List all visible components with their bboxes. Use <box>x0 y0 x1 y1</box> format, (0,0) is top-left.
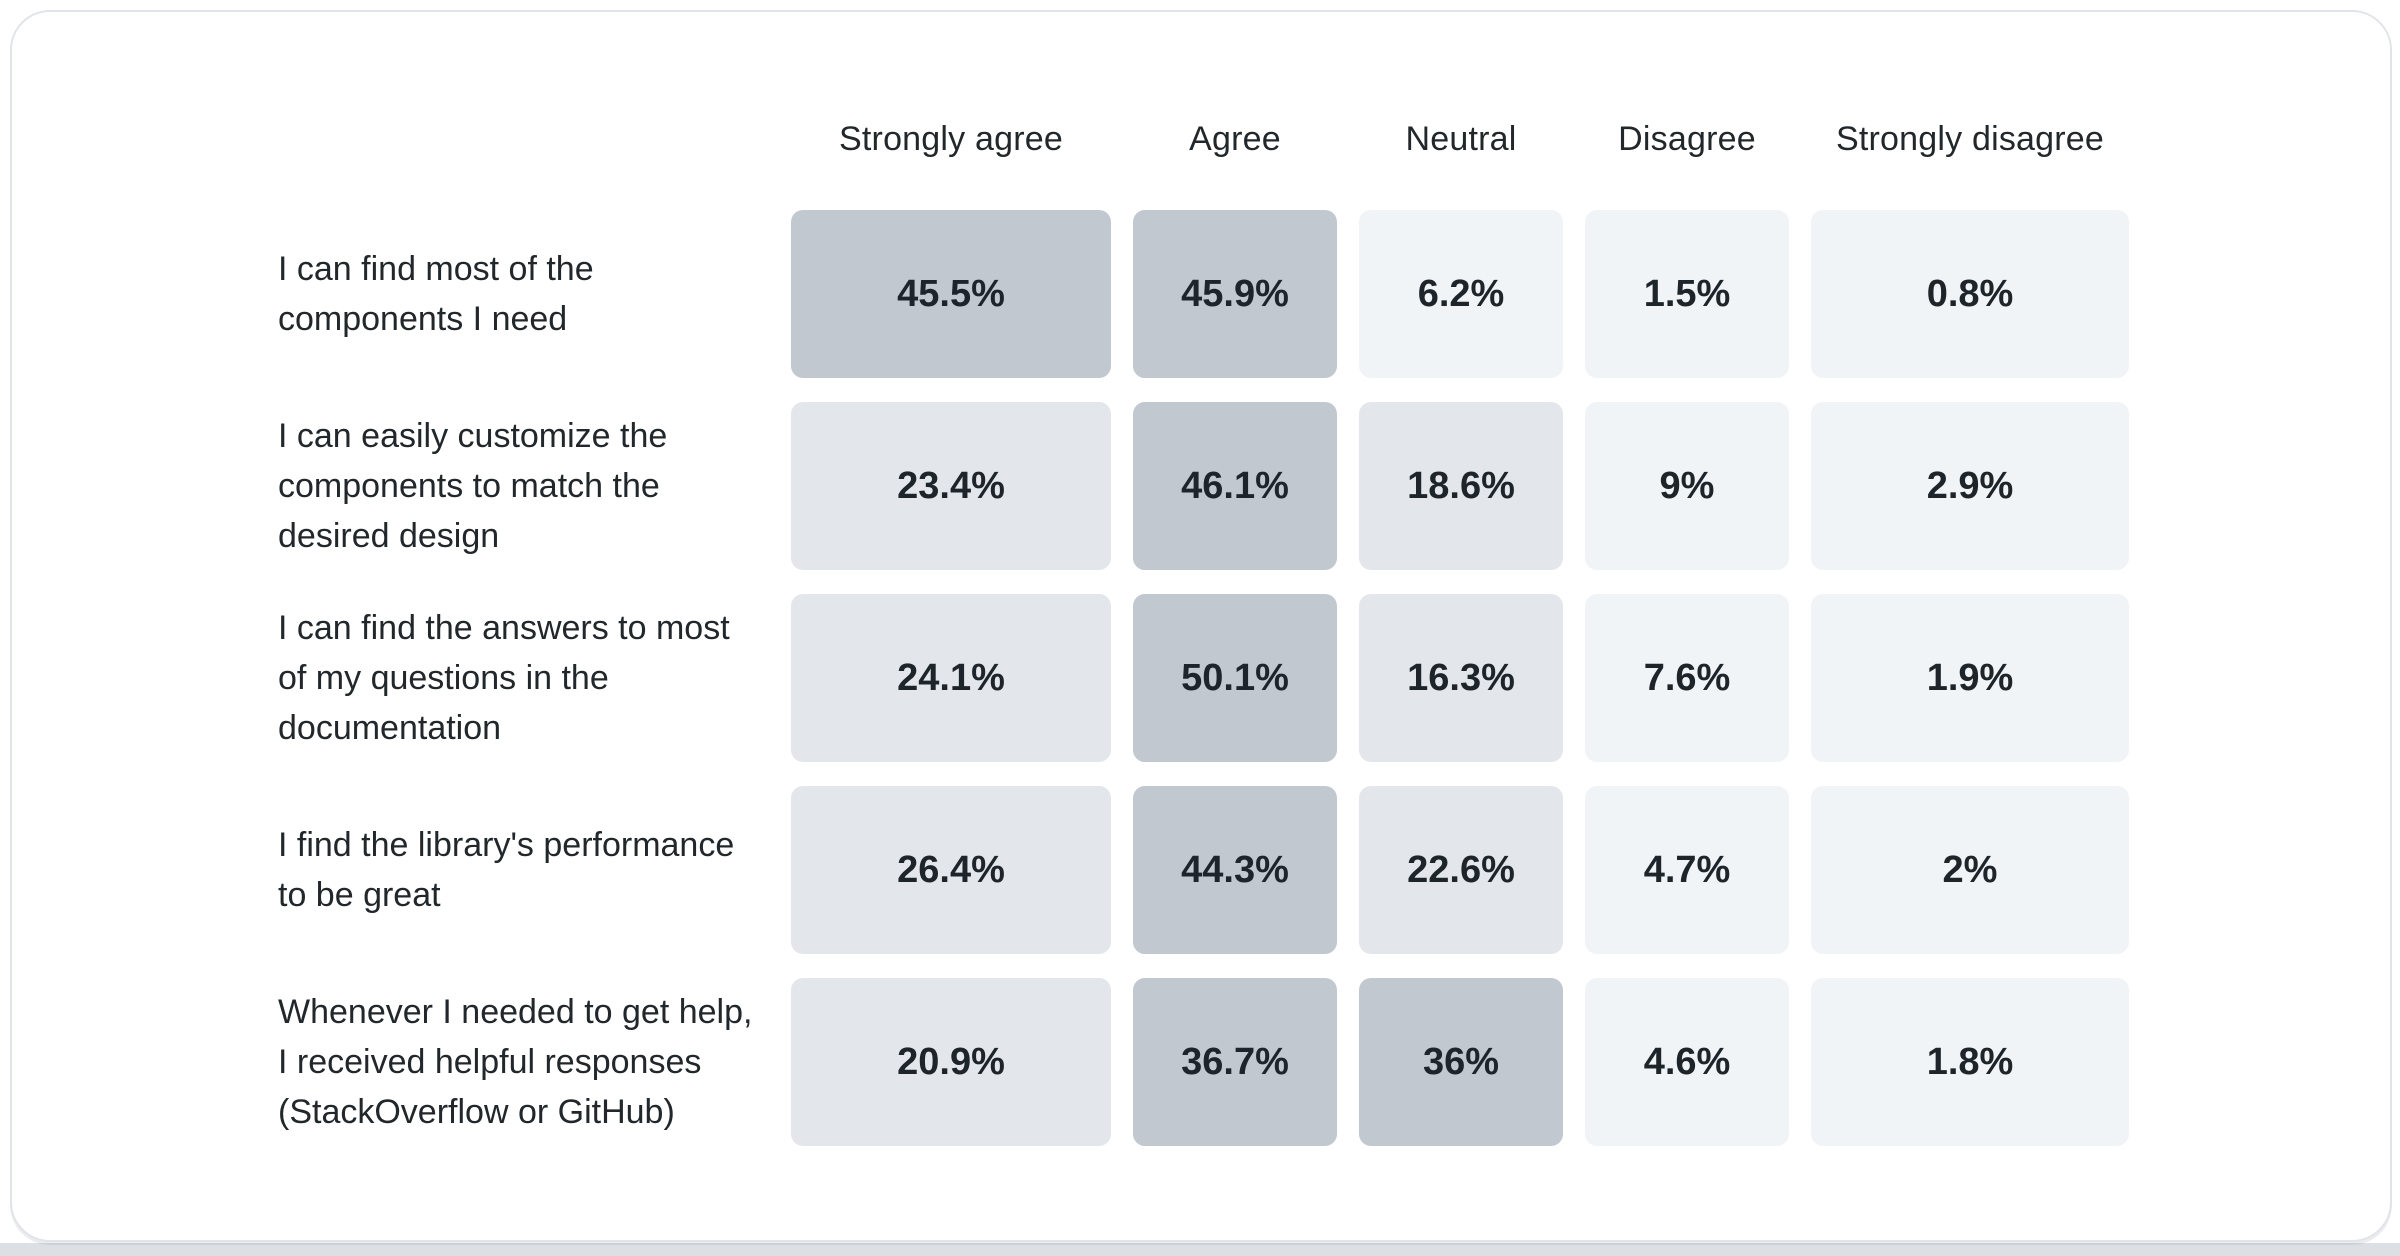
column-header-agree: Agree <box>1189 119 1281 158</box>
heat-cell: 2% <box>1811 786 2129 954</box>
row-label: I can find most of the components I need <box>278 250 594 338</box>
heat-cell: 4.6% <box>1585 978 1789 1146</box>
table-row: I can easily customize the components to… <box>278 402 2129 570</box>
heat-cell: 16.3% <box>1359 594 1563 762</box>
table-row: I can find the answers to most of my que… <box>278 594 2129 762</box>
heat-cell: 18.6% <box>1359 402 1563 570</box>
column-header-strongly-agree: Strongly agree <box>839 119 1063 158</box>
heat-cell: 0.8% <box>1811 210 2129 378</box>
row-label: I can easily customize the components to… <box>278 417 668 555</box>
heat-cell: 24.1% <box>791 594 1111 762</box>
heat-cell: 1.9% <box>1811 594 2129 762</box>
heat-cell: 44.3% <box>1133 786 1337 954</box>
heat-cell: 9% <box>1585 402 1789 570</box>
heat-cell: 1.5% <box>1585 210 1789 378</box>
table-row: I find the library's performance to be g… <box>278 786 2129 954</box>
page-bottom-divider <box>0 1243 2400 1256</box>
column-header-row: Strongly agree Agree Neutral Disagree St… <box>278 117 2129 161</box>
heat-cell: 45.9% <box>1133 210 1337 378</box>
heat-cell: 2.9% <box>1811 402 2129 570</box>
heat-cell: 26.4% <box>791 786 1111 954</box>
heatmap-body: I can find most of the components I need… <box>278 210 2129 1146</box>
column-header-disagree: Disagree <box>1618 119 1756 158</box>
survey-results-card: Strongly agree Agree Neutral Disagree St… <box>10 10 2392 1242</box>
table-row: Whenever I needed to get help, I receive… <box>278 978 2129 1146</box>
heat-cell: 36.7% <box>1133 978 1337 1146</box>
row-label: Whenever I needed to get help, I receive… <box>278 993 753 1131</box>
heat-cell: 45.5% <box>791 210 1111 378</box>
heat-cell: 1.8% <box>1811 978 2129 1146</box>
column-header-spacer <box>278 117 769 161</box>
heat-cell: 7.6% <box>1585 594 1789 762</box>
heat-cell: 50.1% <box>1133 594 1337 762</box>
column-header-neutral: Neutral <box>1405 119 1517 158</box>
heat-cell: 22.6% <box>1359 786 1563 954</box>
row-label: I find the library's performance to be g… <box>278 826 735 914</box>
heat-cell: 6.2% <box>1359 210 1563 378</box>
row-label: I can find the answers to most of my que… <box>278 609 730 747</box>
heat-cell: 20.9% <box>791 978 1111 1146</box>
heat-cell: 46.1% <box>1133 402 1337 570</box>
heat-cell: 36% <box>1359 978 1563 1146</box>
heat-cell: 23.4% <box>791 402 1111 570</box>
column-header-strongly-disagree: Strongly disagree <box>1836 119 2104 158</box>
table-row: I can find most of the components I need… <box>278 210 2129 378</box>
heat-cell: 4.7% <box>1585 786 1789 954</box>
